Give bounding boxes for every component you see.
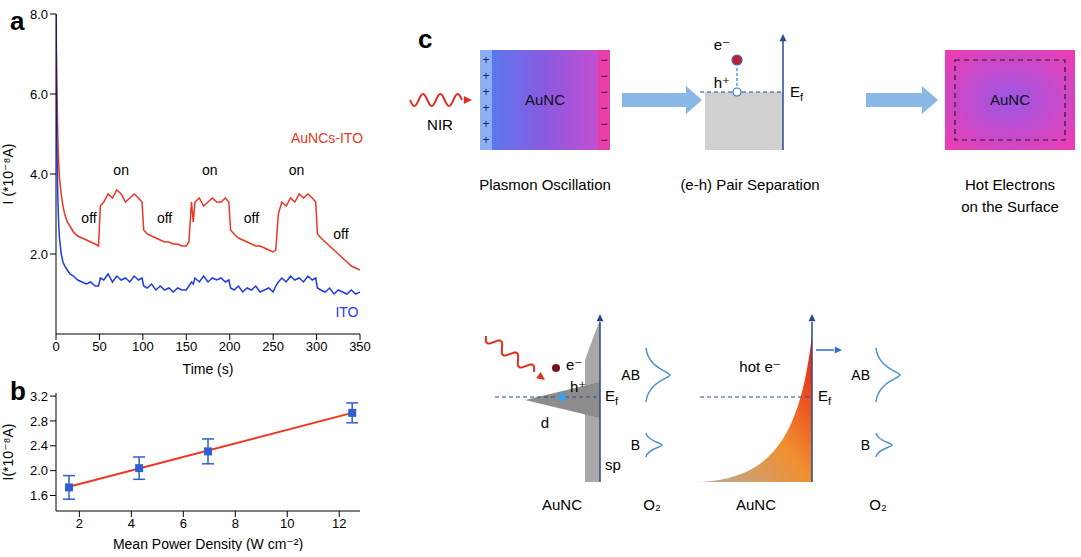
svg-text:off: off bbox=[81, 210, 96, 226]
svg-text:+: + bbox=[482, 53, 489, 67]
svg-text:300: 300 bbox=[306, 339, 328, 354]
svg-text:I (*10⁻⁸A): I (*10⁻⁸A) bbox=[0, 144, 16, 205]
svg-text:NIR: NIR bbox=[427, 116, 453, 133]
svg-text:−: − bbox=[600, 133, 607, 147]
svg-text:h⁺: h⁺ bbox=[714, 74, 730, 91]
svg-text:B: B bbox=[631, 437, 640, 453]
svg-text:0: 0 bbox=[52, 339, 59, 354]
svg-text:6.0: 6.0 bbox=[30, 87, 48, 102]
svg-text:off: off bbox=[157, 210, 172, 226]
svg-text:50: 50 bbox=[92, 339, 106, 354]
svg-text:−: − bbox=[600, 69, 607, 83]
svg-text:hot e⁻: hot e⁻ bbox=[739, 358, 780, 375]
svg-text:2.0: 2.0 bbox=[30, 463, 48, 478]
svg-text:150: 150 bbox=[175, 339, 197, 354]
svg-text:on: on bbox=[289, 162, 305, 178]
html-text:b: b bbox=[10, 376, 26, 406]
html-text:a: a bbox=[10, 6, 25, 36]
svg-text:AB: AB bbox=[851, 367, 870, 383]
svg-text:(e-h) Pair Separation: (e-h) Pair Separation bbox=[680, 176, 819, 193]
svg-text:c: c bbox=[418, 24, 432, 54]
svg-text:O₂: O₂ bbox=[869, 496, 887, 513]
svg-text:250: 250 bbox=[262, 339, 284, 354]
svg-text:ITO: ITO bbox=[335, 304, 358, 320]
svg-text:+: + bbox=[482, 133, 489, 147]
svg-text:12: 12 bbox=[332, 516, 346, 531]
svg-text:6: 6 bbox=[180, 516, 187, 531]
svg-text:Hot Electrons: Hot Electrons bbox=[965, 176, 1055, 193]
svg-text:O₂: O₂ bbox=[643, 496, 661, 513]
svg-text:8: 8 bbox=[232, 516, 239, 531]
svg-text:2.8: 2.8 bbox=[30, 414, 48, 429]
svg-text:350: 350 bbox=[349, 339, 371, 354]
svg-text:−: − bbox=[600, 53, 607, 67]
svg-text:1.6: 1.6 bbox=[30, 488, 48, 503]
svg-text:+: + bbox=[482, 101, 489, 115]
svg-text:d: d bbox=[541, 414, 549, 431]
svg-text:+: + bbox=[482, 117, 489, 131]
svg-text:AuNC: AuNC bbox=[525, 91, 565, 108]
svg-text:Ef: Ef bbox=[790, 83, 804, 103]
svg-text:e⁻: e⁻ bbox=[566, 356, 582, 373]
svg-text:4: 4 bbox=[128, 516, 135, 531]
svg-text:on: on bbox=[113, 162, 129, 178]
svg-text:sp: sp bbox=[605, 456, 621, 473]
svg-text:Mean Power Density (W cm⁻²): Mean Power Density (W cm⁻²) bbox=[113, 536, 303, 551]
svg-text:−: − bbox=[600, 85, 607, 99]
svg-text:AB: AB bbox=[621, 367, 640, 383]
svg-text:Time (s): Time (s) bbox=[183, 361, 234, 377]
svg-text:on the Surface: on the Surface bbox=[961, 198, 1059, 215]
svg-text:AuNC: AuNC bbox=[990, 91, 1030, 108]
svg-text:I(*10⁻⁸A): I(*10⁻⁸A) bbox=[0, 424, 16, 481]
svg-text:Ef: Ef bbox=[818, 387, 832, 407]
svg-text:4.0: 4.0 bbox=[30, 167, 48, 182]
svg-text:200: 200 bbox=[219, 339, 241, 354]
svg-text:8.0: 8.0 bbox=[30, 7, 48, 22]
svg-text:Ef: Ef bbox=[605, 387, 619, 407]
svg-text:off: off bbox=[333, 226, 348, 242]
svg-text:on: on bbox=[202, 162, 218, 178]
svg-text:2: 2 bbox=[76, 516, 83, 531]
svg-text:100: 100 bbox=[132, 339, 154, 354]
svg-text:−: − bbox=[600, 101, 607, 115]
svg-text:Plasmon Oscillation: Plasmon Oscillation bbox=[479, 176, 611, 193]
svg-text:2.0: 2.0 bbox=[30, 247, 48, 262]
svg-text:AuNC: AuNC bbox=[542, 496, 582, 513]
svg-text:B: B bbox=[861, 437, 870, 453]
svg-text:AuNC: AuNC bbox=[736, 496, 776, 513]
svg-text:off: off bbox=[244, 210, 259, 226]
svg-text:+: + bbox=[482, 85, 489, 99]
svg-text:−: − bbox=[600, 117, 607, 131]
svg-text:e⁻: e⁻ bbox=[714, 36, 730, 53]
svg-text:h⁺: h⁺ bbox=[570, 378, 586, 395]
svg-text:3.2: 3.2 bbox=[30, 389, 48, 404]
svg-text:10: 10 bbox=[280, 516, 294, 531]
svg-text:AuNCs-ITO: AuNCs-ITO bbox=[291, 130, 363, 146]
svg-text:2.4: 2.4 bbox=[30, 438, 48, 453]
svg-text:+: + bbox=[482, 69, 489, 83]
